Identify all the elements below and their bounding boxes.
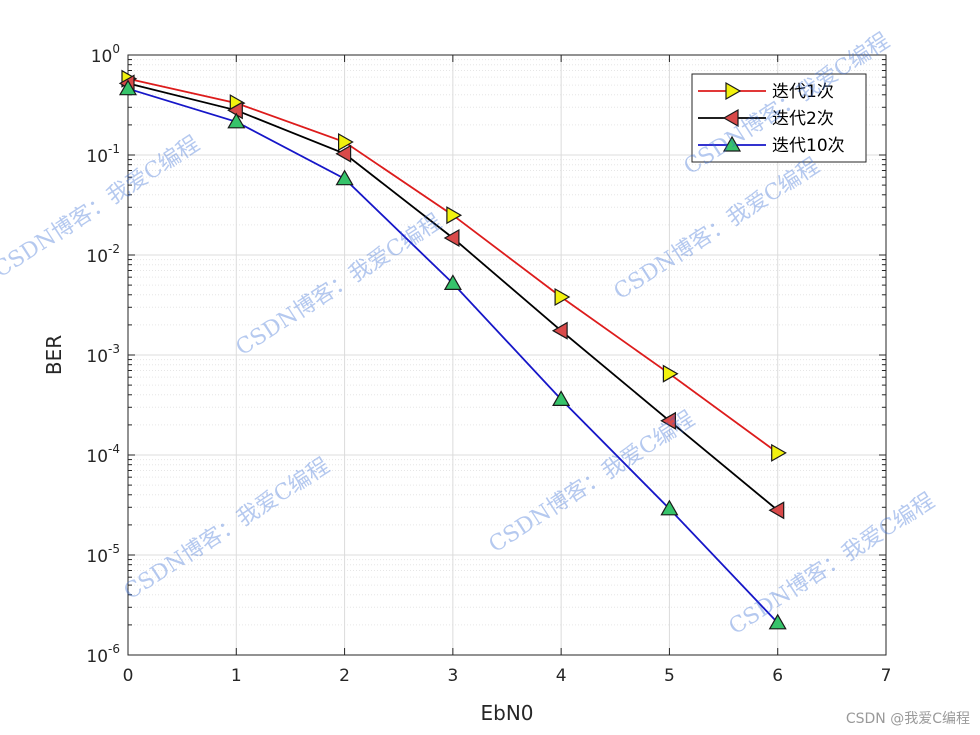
legend-entry: 迭代1次 <box>698 81 834 102</box>
data-point-marker <box>554 287 571 307</box>
data-point-marker <box>768 613 787 630</box>
series-2 <box>118 74 785 520</box>
y-tick-label: 10-2 <box>86 242 120 267</box>
legend-label: 迭代1次 <box>772 82 834 102</box>
data-point-marker <box>552 390 571 406</box>
data-point-marker <box>335 144 352 163</box>
x-tick-label: 2 <box>339 666 350 686</box>
legend-marker <box>722 135 742 152</box>
x-tick-label: 4 <box>556 666 567 686</box>
x-tick-label: 3 <box>447 666 458 686</box>
y-tick-label: 10-6 <box>86 642 120 667</box>
legend-entry: 迭代2次 <box>698 108 834 129</box>
y-axis-label: BER <box>42 335 66 375</box>
x-axis-label: EbN0 <box>480 701 533 725</box>
data-point-marker <box>660 411 677 430</box>
data-point-marker <box>227 101 243 120</box>
data-point-marker <box>771 443 787 462</box>
legend-marker <box>725 81 742 101</box>
legend-entry: 迭代10次 <box>698 135 845 156</box>
data-point-marker <box>338 132 354 152</box>
x-tick-label: 1 <box>231 666 242 686</box>
grid <box>127 54 887 656</box>
y-tick-label: 10-3 <box>86 342 120 367</box>
legend-label: 迭代2次 <box>772 109 834 129</box>
x-tick-label: 5 <box>664 666 675 686</box>
x-tick-label: 0 <box>123 666 134 686</box>
series-3 <box>118 79 787 630</box>
legend-label: 迭代10次 <box>772 136 845 156</box>
y-tick-label: 10-1 <box>86 142 120 167</box>
data-point-marker <box>335 169 354 186</box>
data-point-marker <box>443 274 462 290</box>
data-point-marker <box>118 79 138 96</box>
data-point-marker <box>443 228 460 248</box>
x-tick-label: 6 <box>772 666 783 686</box>
y-tick-label: 10-5 <box>86 542 120 567</box>
data-point-marker <box>446 206 463 225</box>
data-point-marker <box>660 499 679 516</box>
site-credit: CSDN @我爱C编程 <box>846 711 970 727</box>
data-point-marker <box>551 321 568 340</box>
data-point-marker <box>227 112 246 129</box>
axis-ticks: 0 1 2 3 4 5 6 7 100 10-1 10-2 10-3 10-4 10-5 10-6 <box>86 42 891 686</box>
series <box>118 69 787 630</box>
data-point-marker <box>768 501 785 520</box>
x-tick-label: 7 <box>881 666 892 686</box>
data-point-marker <box>662 364 679 383</box>
y-tick-label: 10-4 <box>86 442 120 467</box>
legend-marker <box>722 108 739 128</box>
y-tick-label: 100 <box>91 42 120 67</box>
